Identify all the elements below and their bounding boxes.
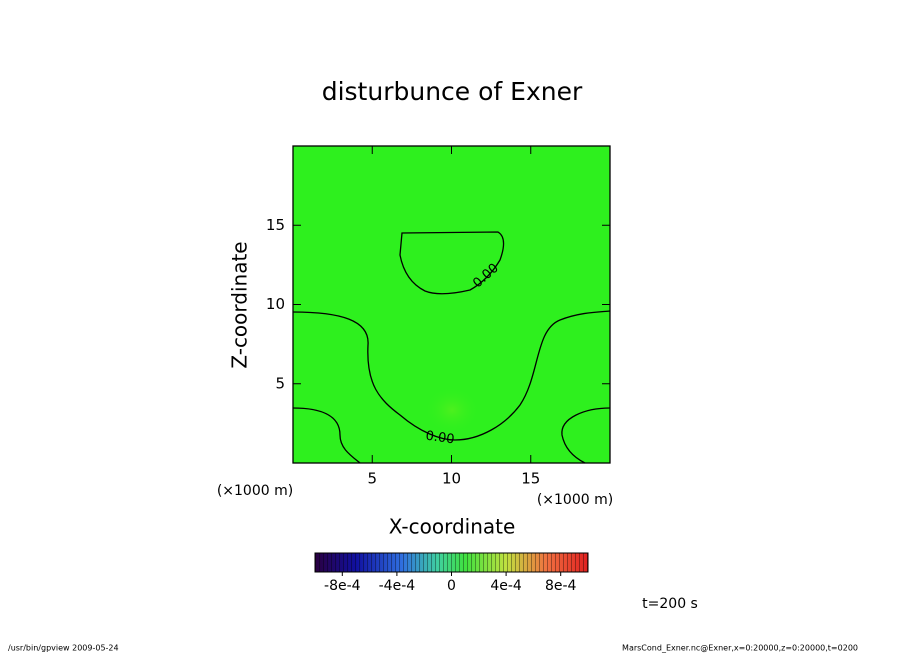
y-tick-label: 5	[275, 374, 285, 392]
contours	[292, 231, 611, 464]
contour-line	[561, 407, 611, 464]
footer-left: /usr/bin/gpview 2009-05-24	[8, 644, 119, 653]
footer-right: MarsCond_Exner.nc@Exner,x=0:20000,z=0:20…	[622, 644, 858, 653]
y-unit-label: (×1000 m)	[217, 483, 293, 499]
time-label: t=200 s	[642, 596, 698, 612]
x-tick-label: 5	[367, 470, 377, 488]
contour-line	[292, 310, 611, 441]
contour-label: 0.00	[425, 429, 456, 448]
colorbar-tick-label: -4e-4	[379, 578, 416, 594]
colorbar-tick-label: -8e-4	[324, 578, 361, 594]
field-highlight	[424, 386, 480, 434]
chart-title: disturbunce of Exner	[322, 77, 583, 106]
x-tick-label: 10	[442, 470, 461, 488]
y-tick-label: 10	[266, 295, 285, 313]
x-axis-label: X-coordinate	[389, 515, 516, 539]
colorbar-tick-label: 4e-4	[490, 578, 522, 594]
colorbar-tick-label: 0	[447, 578, 456, 594]
contour-line	[399, 231, 505, 295]
colorbar-frame	[314, 552, 589, 573]
contour-line	[292, 407, 361, 464]
y-tick-label: 15	[266, 216, 285, 234]
x-unit-label: (×1000 m)	[537, 492, 613, 508]
y-axis-label: Z-coordinate	[228, 241, 252, 368]
x-tick-label: 15	[521, 470, 540, 488]
colorbar-tick-label: 8e-4	[545, 578, 577, 594]
